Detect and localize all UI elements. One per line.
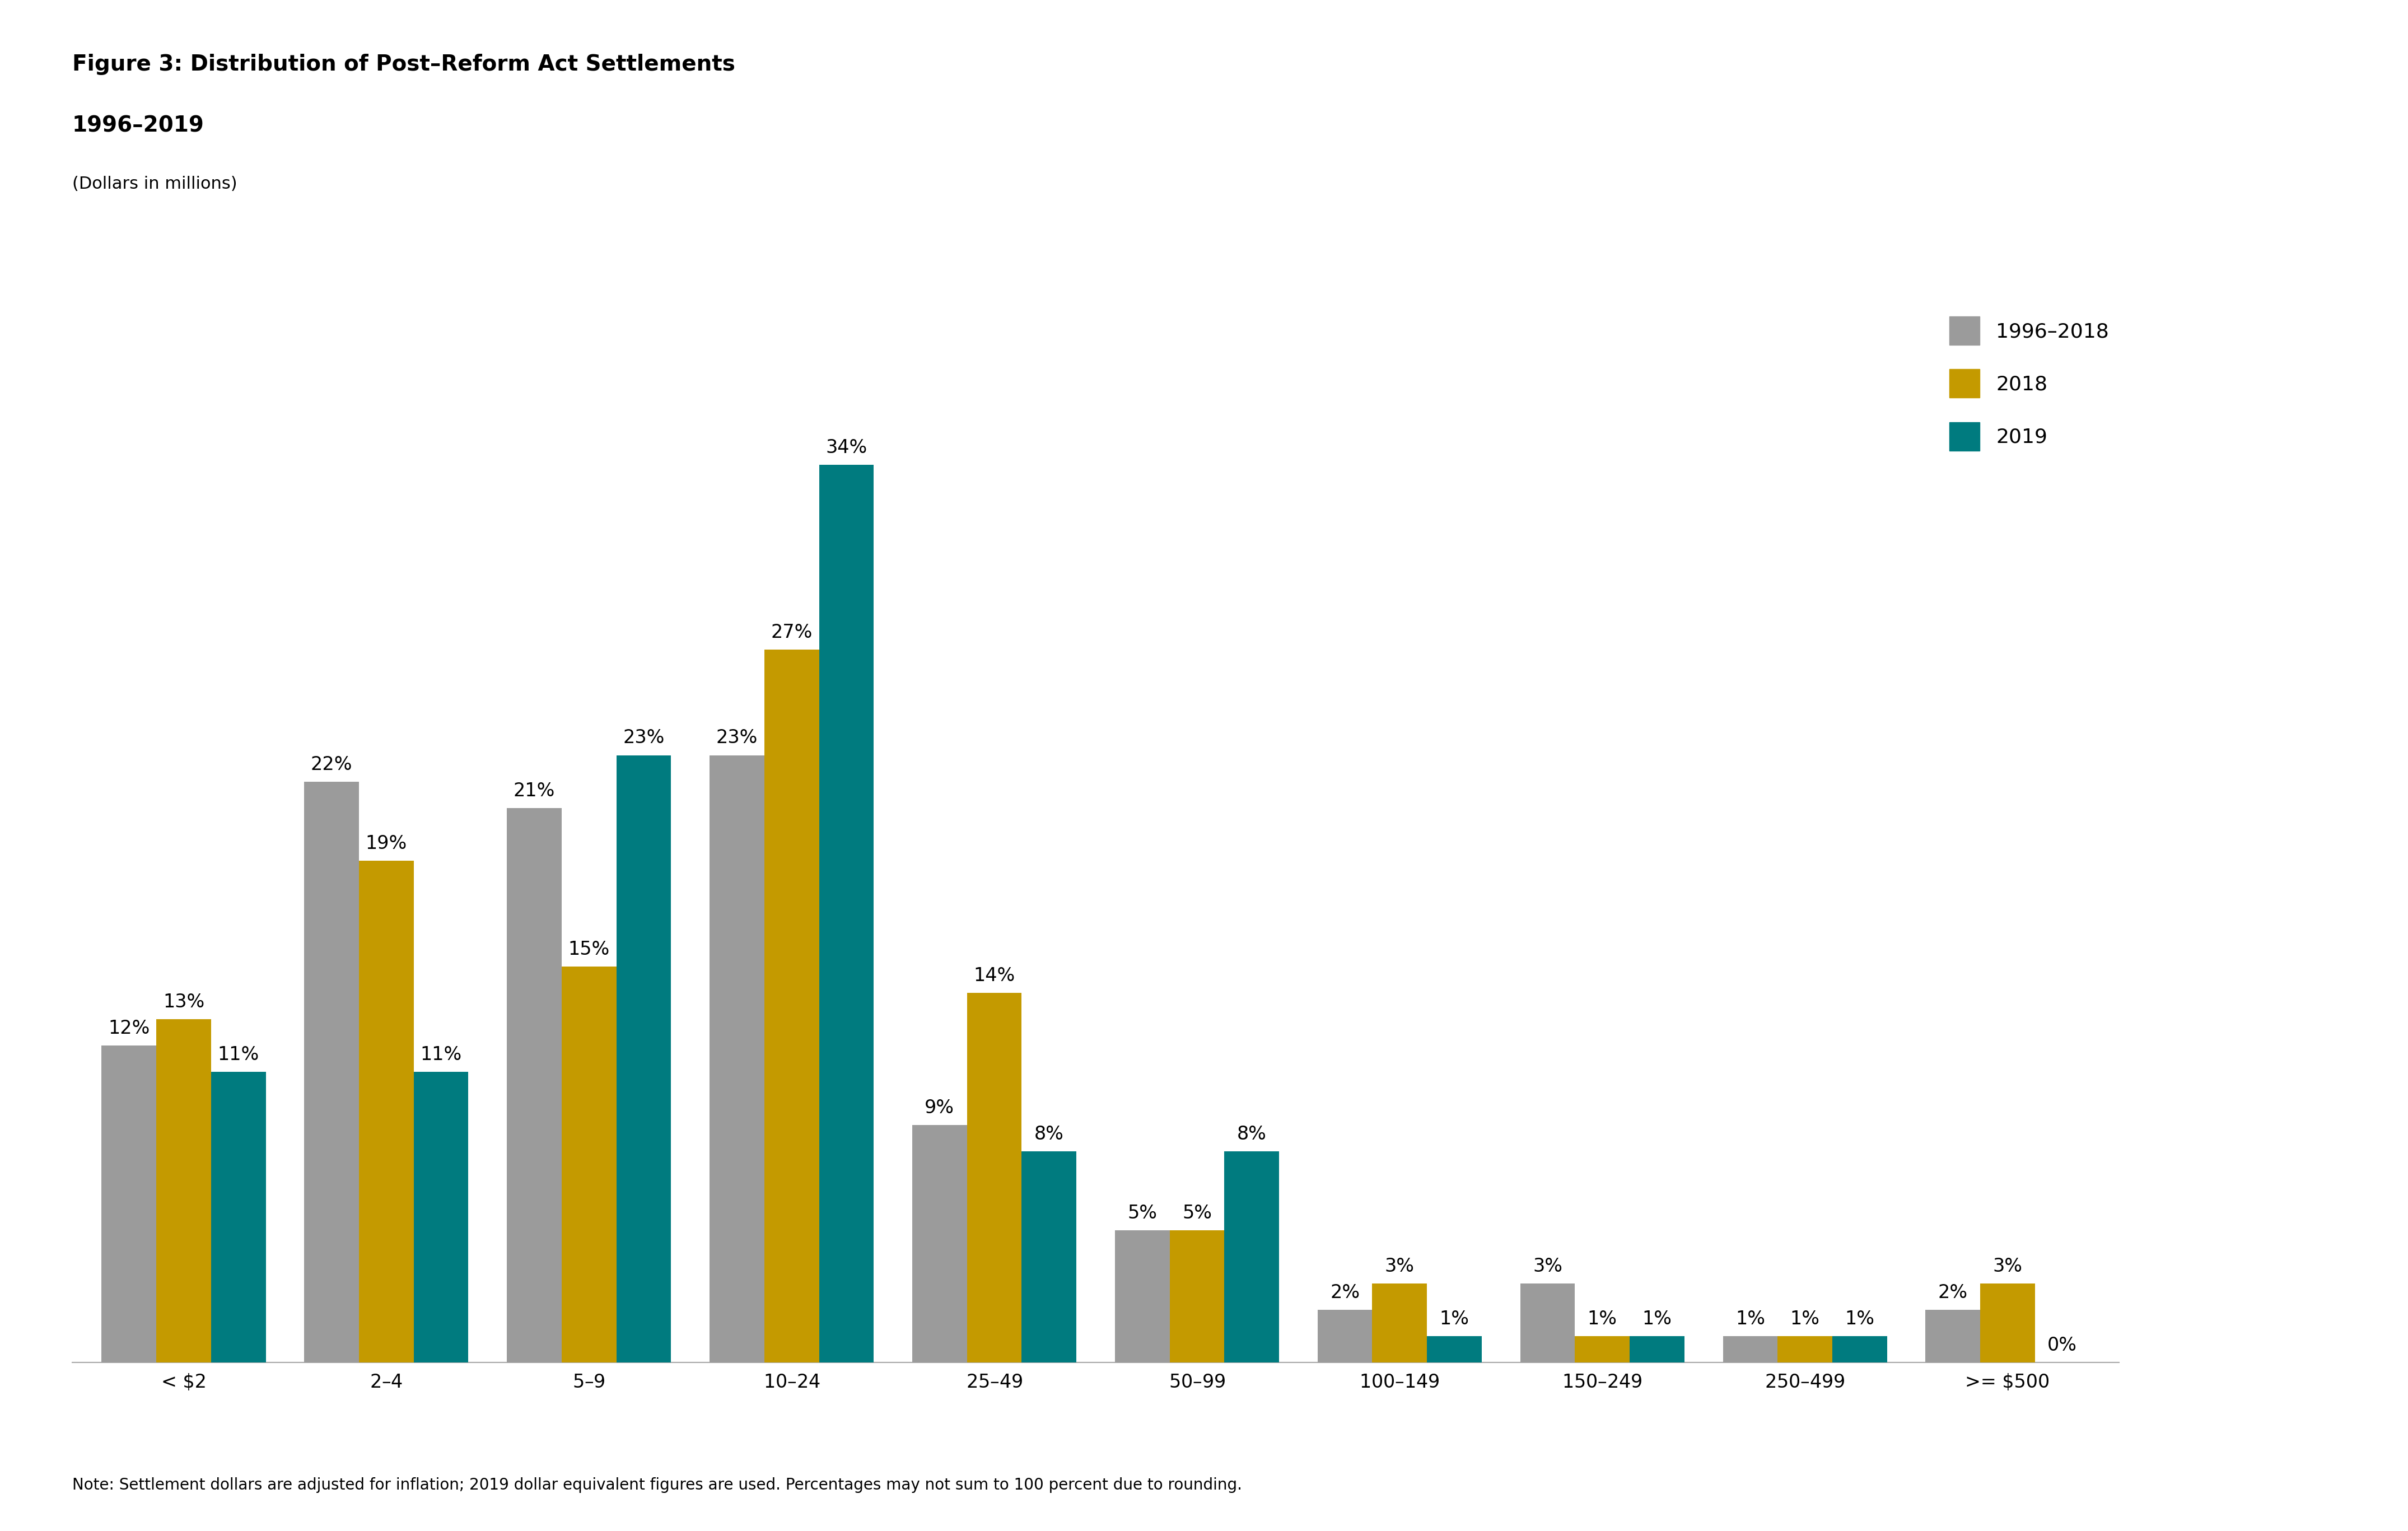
- Text: 13%: 13%: [164, 994, 205, 1012]
- Bar: [561, 966, 616, 1363]
- Text: 3%: 3%: [1994, 1257, 2023, 1275]
- Bar: [212, 1072, 265, 1363]
- Text: 9%: 9%: [925, 1099, 954, 1118]
- Text: 1%: 1%: [1642, 1311, 1671, 1329]
- Text: 5%: 5%: [1127, 1205, 1158, 1223]
- Text: 1%: 1%: [1587, 1311, 1618, 1329]
- Bar: [1115, 1231, 1170, 1363]
- Text: 0%: 0%: [2047, 1337, 2078, 1355]
- Text: Figure 3: Distribution of Post–Reform Act Settlements: Figure 3: Distribution of Post–Reform Ac…: [72, 54, 734, 75]
- Text: 11%: 11%: [217, 1046, 260, 1064]
- Text: 11%: 11%: [421, 1046, 462, 1064]
- Bar: [1373, 1283, 1428, 1363]
- Bar: [414, 1072, 470, 1363]
- Text: 2%: 2%: [1938, 1283, 1967, 1301]
- Text: Note: Settlement dollars are adjusted for inflation; 2019 dollar equivalent figu: Note: Settlement dollars are adjusted fo…: [72, 1477, 1243, 1493]
- Text: 3%: 3%: [1534, 1257, 1563, 1275]
- Text: 27%: 27%: [771, 623, 811, 641]
- Bar: [359, 860, 414, 1363]
- Bar: [1519, 1283, 1575, 1363]
- Bar: [1926, 1311, 1979, 1363]
- Text: 3%: 3%: [1385, 1257, 1413, 1275]
- Bar: [1170, 1231, 1223, 1363]
- Text: 22%: 22%: [311, 755, 352, 773]
- Bar: [508, 808, 561, 1363]
- Bar: [1777, 1337, 1832, 1363]
- Bar: [303, 781, 359, 1363]
- Text: 1%: 1%: [1440, 1311, 1469, 1329]
- Bar: [763, 649, 819, 1363]
- Bar: [1575, 1337, 1630, 1363]
- Bar: [1630, 1337, 1683, 1363]
- Bar: [1223, 1151, 1279, 1363]
- Text: 15%: 15%: [568, 940, 609, 958]
- Bar: [913, 1125, 968, 1363]
- Text: 23%: 23%: [624, 729, 665, 747]
- Bar: [1832, 1337, 1888, 1363]
- Bar: [1317, 1311, 1373, 1363]
- Bar: [819, 464, 874, 1363]
- Text: 5%: 5%: [1182, 1205, 1211, 1223]
- Bar: [157, 1020, 212, 1363]
- Text: 8%: 8%: [1033, 1125, 1064, 1144]
- Text: 12%: 12%: [108, 1020, 149, 1038]
- Text: 8%: 8%: [1238, 1125, 1267, 1144]
- Bar: [1021, 1151, 1076, 1363]
- Bar: [616, 755, 672, 1363]
- Text: 19%: 19%: [366, 834, 407, 853]
- Text: 1%: 1%: [1845, 1311, 1873, 1329]
- Text: 2%: 2%: [1329, 1283, 1361, 1301]
- Text: 21%: 21%: [513, 782, 556, 801]
- Bar: [710, 755, 763, 1363]
- Bar: [1428, 1337, 1481, 1363]
- Text: (Dollars in millions): (Dollars in millions): [72, 176, 238, 193]
- Text: 1%: 1%: [1736, 1311, 1765, 1329]
- Bar: [968, 992, 1021, 1363]
- Text: 14%: 14%: [973, 966, 1016, 984]
- Bar: [1722, 1337, 1777, 1363]
- Text: 34%: 34%: [826, 438, 867, 456]
- Bar: [1979, 1283, 2035, 1363]
- Bar: [101, 1046, 157, 1363]
- Text: 1%: 1%: [1789, 1311, 1820, 1329]
- Legend: 1996–2018, 2018, 2019: 1996–2018, 2018, 2019: [1950, 317, 2109, 450]
- Text: 1996–2019: 1996–2019: [72, 115, 205, 136]
- Text: 23%: 23%: [715, 729, 759, 747]
